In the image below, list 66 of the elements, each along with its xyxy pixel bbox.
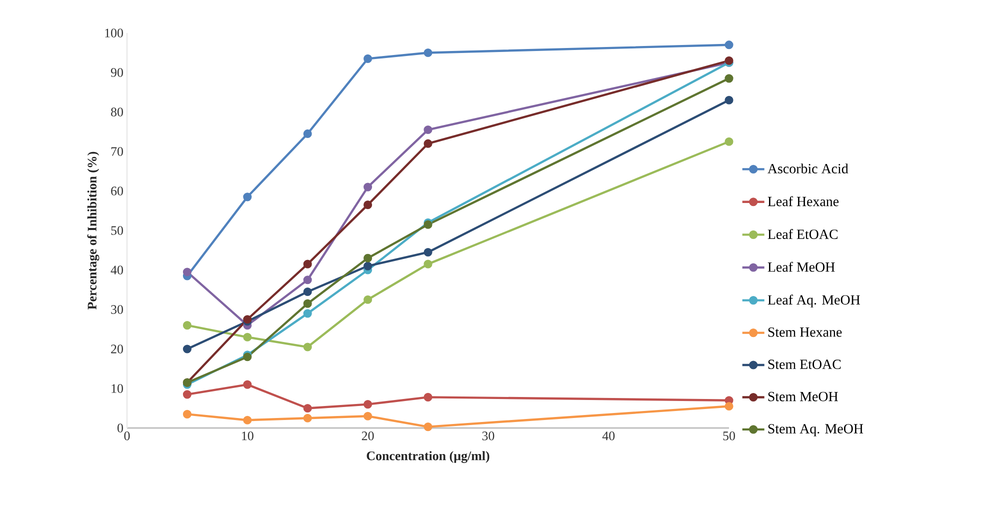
y-tick-label: 40 [110, 266, 123, 274]
point [364, 295, 372, 304]
y-tick-label: 90 [110, 68, 123, 77]
point [364, 182, 372, 192]
legend-label: Leaf EtOAC [768, 229, 838, 240]
point [243, 380, 252, 389]
y-axis-title: Percentage of Inhibition (%) [87, 152, 100, 310]
point [424, 248, 432, 257]
point [364, 412, 372, 420]
point [364, 54, 372, 63]
legend-label: Leaf Hexane [768, 196, 839, 206]
point [303, 404, 312, 413]
point [724, 402, 734, 411]
legend-label: Leaf MeOH [768, 262, 835, 272]
legend-label: Stem MeOH [768, 392, 838, 402]
point [424, 139, 432, 148]
x-tick-label: 50 [723, 432, 735, 440]
point [724, 96, 734, 104]
y-tick-label: 60 [111, 186, 123, 196]
x-tick-label: 20 [362, 432, 374, 440]
point [303, 260, 312, 268]
point [182, 268, 192, 276]
point [243, 192, 252, 202]
x-tick-label: 10 [242, 432, 254, 440]
y-tick-label: 100 [105, 28, 123, 38]
point [182, 344, 192, 354]
legend-label: Stem Aq. MeOH [768, 424, 864, 436]
point [424, 392, 432, 402]
y-tick-label: 80 [111, 108, 123, 116]
y-tick-label: 50 [111, 226, 123, 235]
legend-label: Stem Hexane [768, 327, 842, 337]
point [303, 276, 312, 284]
y-tick-label: 0 [118, 424, 123, 432]
y-tick-label: 30 [111, 305, 123, 314]
x-axis-title: Concentration (µg/ml) [366, 451, 490, 463]
point [424, 260, 432, 268]
point [424, 125, 432, 134]
y-tick-label: 70 [111, 147, 123, 156]
point [182, 390, 192, 399]
point [303, 342, 312, 352]
x-tick-label: 0 [124, 432, 130, 440]
point [182, 321, 192, 330]
point [364, 200, 372, 210]
y-tick-label: 20 [111, 344, 123, 354]
point [424, 422, 432, 432]
x-tick-label: 30 [482, 432, 494, 440]
legend-label: Stem EtOAC [768, 360, 841, 370]
point [303, 414, 312, 422]
point [724, 137, 734, 146]
point [364, 262, 372, 270]
point [303, 129, 312, 138]
point [303, 309, 312, 318]
point [724, 40, 734, 50]
point [243, 332, 252, 342]
point [724, 74, 734, 83]
point [303, 299, 312, 308]
legend-label: Leaf Aq. MeOH [768, 294, 860, 308]
x-tick-label: 40 [602, 432, 615, 440]
point [303, 287, 312, 296]
legend-label: Ascorbic Acid [768, 164, 848, 174]
point [182, 410, 192, 418]
y-tick-label: 10 [112, 384, 123, 393]
point [364, 400, 372, 409]
point [424, 48, 432, 58]
point [243, 416, 252, 424]
point [364, 254, 372, 262]
